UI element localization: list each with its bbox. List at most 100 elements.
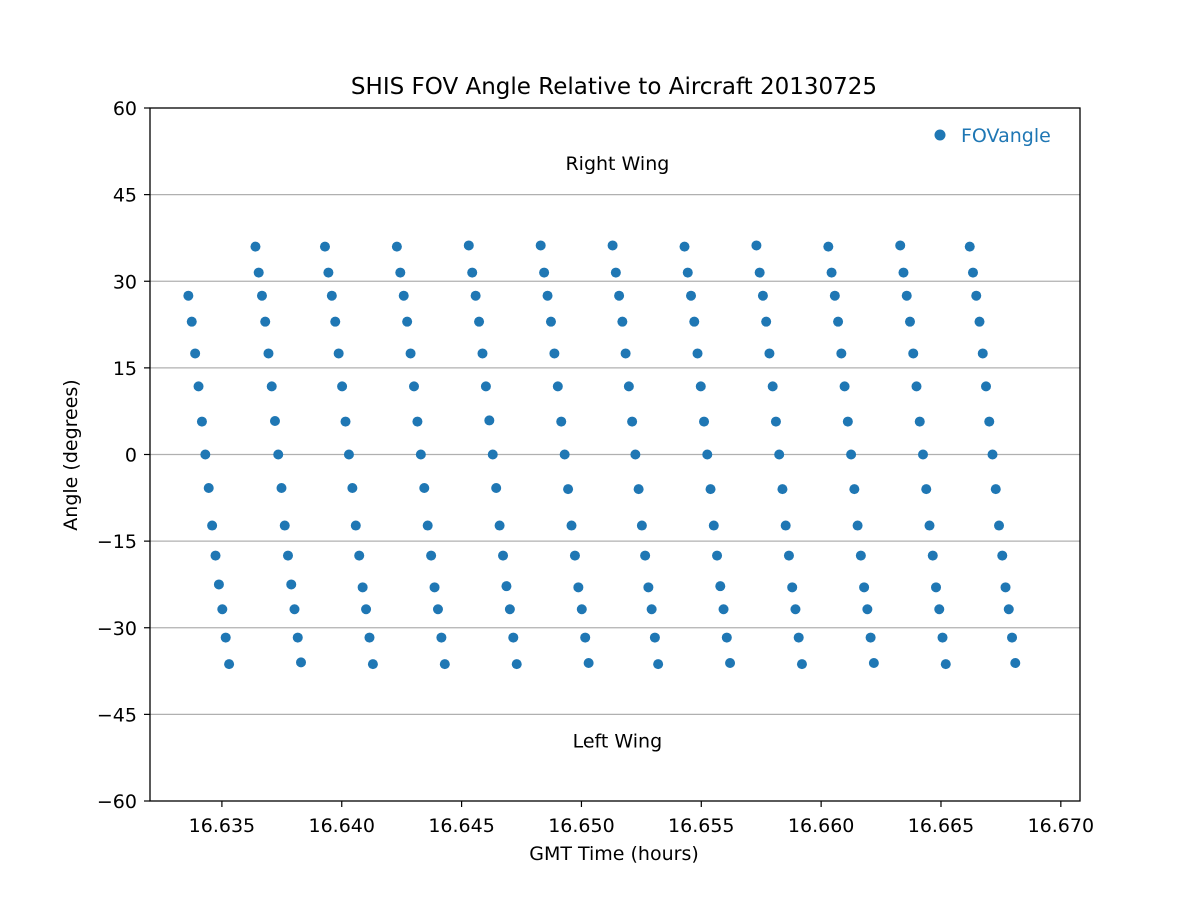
data-point	[213, 579, 224, 590]
data-point	[501, 581, 512, 592]
data-point	[901, 290, 912, 301]
data-point	[269, 416, 280, 427]
data-point	[487, 449, 498, 460]
data-point	[480, 381, 491, 392]
data-point	[467, 267, 478, 278]
annotation-left-wing: Left Wing	[573, 730, 663, 752]
data-point	[767, 381, 778, 392]
data-point	[432, 604, 443, 615]
data-point	[793, 632, 804, 643]
data-point	[402, 316, 413, 327]
y-tick-label: −45	[97, 704, 137, 726]
data-point	[484, 415, 495, 426]
data-point	[984, 416, 995, 427]
data-point	[977, 348, 988, 359]
data-point	[846, 449, 857, 460]
data-point	[718, 604, 729, 615]
data-point	[682, 267, 693, 278]
data-point	[614, 290, 625, 301]
data-point	[862, 604, 873, 615]
data-point	[190, 348, 201, 359]
y-tick-label: 0	[125, 445, 137, 467]
data-point	[630, 449, 641, 460]
data-point	[971, 290, 982, 301]
data-point	[580, 632, 591, 643]
data-point	[279, 520, 290, 531]
data-point	[545, 316, 556, 327]
data-point	[761, 316, 772, 327]
data-point	[908, 348, 919, 359]
data-point	[210, 550, 221, 561]
data-point	[357, 582, 368, 593]
data-point	[354, 550, 365, 561]
y-tick-label: 60	[113, 98, 137, 120]
y-tick-label: −30	[97, 618, 137, 640]
data-point	[924, 520, 935, 531]
data-point	[636, 520, 647, 531]
data-point	[757, 290, 768, 301]
data-point	[260, 316, 271, 327]
data-point	[343, 449, 354, 460]
y-tick-label: 30	[113, 271, 137, 293]
data-point	[865, 632, 876, 643]
data-point	[477, 348, 488, 359]
x-tick-label: 16.660	[788, 815, 854, 837]
data-point	[839, 381, 850, 392]
data-point	[439, 659, 450, 670]
data-point	[436, 632, 447, 643]
data-point	[405, 348, 416, 359]
data-point	[790, 604, 801, 615]
data-point	[751, 240, 762, 251]
data-point	[695, 381, 706, 392]
data-points	[183, 240, 1021, 670]
data-point	[967, 267, 978, 278]
legend: FOVangle	[934, 125, 1051, 147]
data-point	[974, 316, 985, 327]
data-point	[337, 381, 348, 392]
data-point	[1000, 582, 1011, 593]
data-point	[774, 449, 785, 460]
data-point	[849, 484, 860, 495]
data-point	[1007, 632, 1018, 643]
y-tick-label: 15	[113, 358, 137, 380]
data-point	[712, 550, 723, 561]
data-point	[987, 449, 998, 460]
data-point	[326, 290, 337, 301]
data-point	[927, 550, 938, 561]
y-tick-label: −15	[97, 531, 137, 553]
data-point	[931, 582, 942, 593]
x-tick-label: 16.645	[428, 815, 494, 837]
data-point	[583, 657, 594, 668]
data-point	[273, 449, 284, 460]
data-point	[398, 290, 409, 301]
data-point	[643, 582, 654, 593]
x-tick-label: 16.635	[189, 815, 255, 837]
data-point	[266, 381, 277, 392]
data-point	[1010, 657, 1021, 668]
chart-title: SHIS FOV Angle Relative to Aircraft 2013…	[351, 74, 877, 100]
y-axis-title: Angle (degrees)	[60, 379, 82, 530]
data-point	[777, 484, 788, 495]
data-point	[705, 484, 716, 495]
data-point	[725, 657, 736, 668]
data-point	[617, 316, 628, 327]
x-tick-label: 16.655	[668, 815, 734, 837]
data-point	[770, 416, 781, 427]
data-point	[569, 550, 580, 561]
data-point	[552, 381, 563, 392]
data-point	[964, 241, 975, 252]
x-tick-label: 16.650	[548, 815, 614, 837]
data-point	[764, 348, 775, 359]
data-point	[934, 604, 945, 615]
data-point	[646, 604, 657, 615]
data-point	[508, 632, 519, 643]
data-point	[692, 348, 703, 359]
data-point	[350, 520, 361, 531]
data-point	[686, 290, 697, 301]
data-point	[868, 657, 879, 668]
data-point	[364, 632, 375, 643]
data-point	[633, 484, 644, 495]
x-axis: 16.635 16.640 16.645 16.650 16.655 16.660 16.6…	[189, 801, 1094, 837]
data-point	[679, 241, 690, 252]
